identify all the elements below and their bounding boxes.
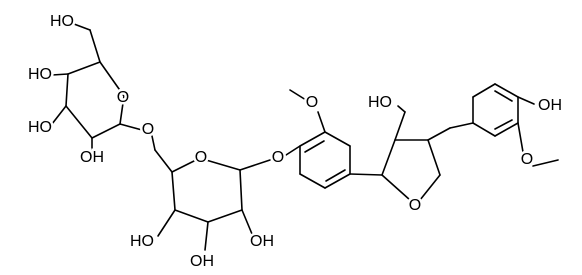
ring-oxygen-label: O	[117, 89, 129, 106]
bonds	[51, 23, 559, 251]
hydroxyl-label: HO	[368, 94, 392, 111]
hydroxyl-label: HO	[130, 233, 154, 250]
hydroxyl-label: HO	[50, 13, 74, 30]
ring-oxygen-label: O	[409, 197, 421, 214]
hydroxyl-label: OH	[80, 149, 104, 166]
methoxy-oxygen-label: O	[521, 151, 533, 168]
hydroxyl-label: OH	[538, 97, 562, 114]
methoxy-oxygen-label: O	[306, 94, 318, 111]
ring-oxygen-label: O	[195, 149, 207, 166]
hydroxyl-label: OH	[250, 233, 274, 250]
hydroxyl-label: HO	[28, 119, 52, 136]
hydroxyl-label: HO	[28, 66, 52, 83]
hydroxyl-label: OH	[190, 253, 214, 270]
ether-oxygen-label: O	[272, 149, 284, 166]
ether-oxygen-label: O	[142, 121, 154, 138]
